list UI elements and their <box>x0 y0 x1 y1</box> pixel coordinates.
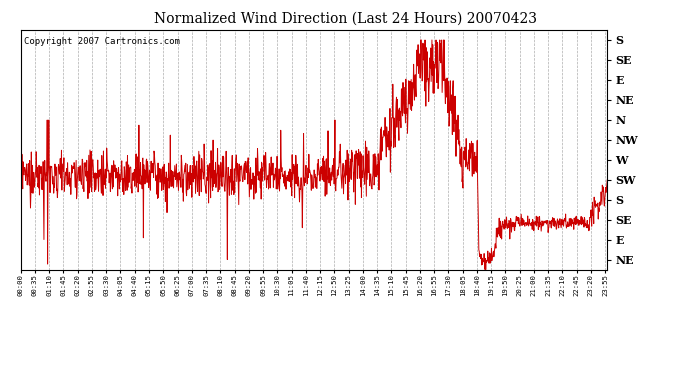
Text: Copyright 2007 Cartronics.com: Copyright 2007 Cartronics.com <box>23 37 179 46</box>
Text: Normalized Wind Direction (Last 24 Hours) 20070423: Normalized Wind Direction (Last 24 Hours… <box>153 11 537 25</box>
